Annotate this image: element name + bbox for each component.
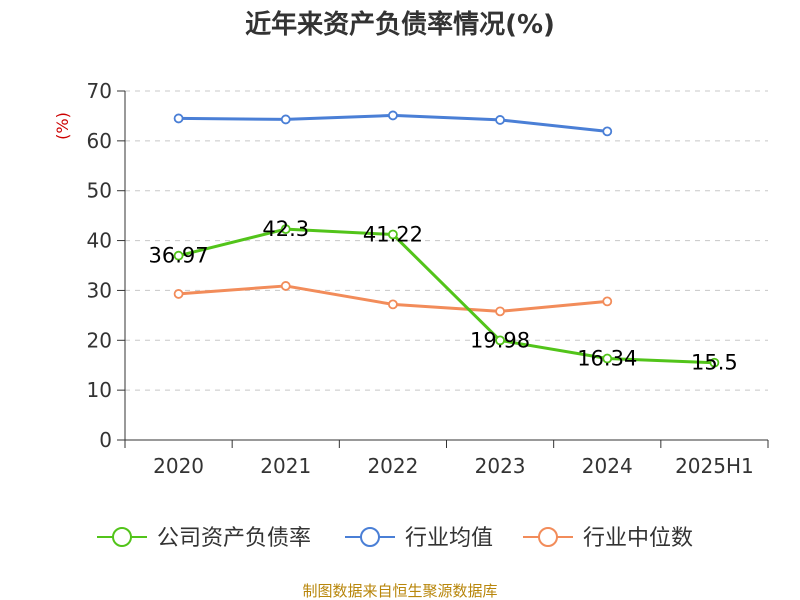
legend-label: 公司资产负债率 [157, 526, 311, 551]
data-point [173, 250, 184, 261]
series-2 [173, 281, 613, 317]
data-point [280, 224, 291, 235]
axes: 0 10 20 30 40 50 60 70 2020 2021 2022 2023 2024 2025H… [87, 79, 769, 478]
y-tick-label: 20 [87, 328, 112, 352]
data-point [173, 113, 184, 124]
x-tick-label: 2021 [260, 454, 311, 478]
series-0 [173, 224, 720, 368]
chart-title: 近年来资产负债率情况(%) [245, 9, 555, 40]
data-point [280, 114, 291, 125]
legend-item: 行业均值 [345, 526, 493, 551]
source-note: 制图数据来自恒生聚源数据库 [302, 582, 497, 600]
data-label: 15.5 [691, 351, 738, 375]
data-point [495, 115, 505, 125]
y-tick-label: 0 [99, 428, 112, 452]
data-label: 41.22 [363, 222, 423, 246]
legend-item: 公司资产负债率 [97, 526, 311, 551]
legend: 公司资产负债率 行业均值 行业中位数 [97, 526, 693, 551]
x-tick-label: 2023 [475, 454, 526, 478]
data-point [388, 110, 398, 121]
data-label: 16.34 [577, 347, 637, 371]
legend-label: 行业中位数 [583, 526, 693, 551]
data-point [602, 353, 613, 364]
x-tick-label: 2020 [153, 454, 204, 478]
y-axis-label: (%) [53, 112, 72, 140]
data-label: 19.98 [470, 328, 530, 352]
series-1 [173, 110, 613, 137]
data-point [495, 306, 505, 317]
y-tick-label: 50 [87, 179, 112, 203]
x-tick-label: 2022 [367, 454, 418, 478]
data-label: 36.97 [149, 244, 209, 268]
series-layer [173, 110, 720, 368]
x-tick-label: 2025H1 [675, 454, 754, 478]
legend-marker [360, 527, 380, 547]
legend-marker [112, 527, 132, 547]
data-point [495, 335, 505, 346]
y-tick-label: 70 [87, 79, 112, 103]
data-point [602, 296, 613, 307]
series-line [178, 227, 715, 365]
legend-item: 行业中位数 [523, 526, 693, 551]
data-point [602, 126, 613, 137]
data-point [173, 289, 184, 299]
data-point [709, 357, 720, 368]
legend-marker [538, 527, 558, 547]
y-tick-label: 40 [87, 229, 112, 253]
y-tick-label: 30 [87, 278, 112, 302]
data-point [388, 229, 398, 240]
data-point [280, 281, 291, 291]
data-label: 42.3 [262, 217, 309, 241]
x-tick-label: 2024 [582, 454, 633, 478]
y-tick-label: 10 [87, 378, 112, 402]
y-tick-label: 60 [87, 129, 112, 153]
data-labels: 36.97 42.3 41.22 19.98 16.34 15.5 [149, 217, 738, 375]
data-point [388, 299, 398, 310]
legend-label: 行业均值 [405, 526, 493, 551]
gridlines [125, 90, 768, 391]
